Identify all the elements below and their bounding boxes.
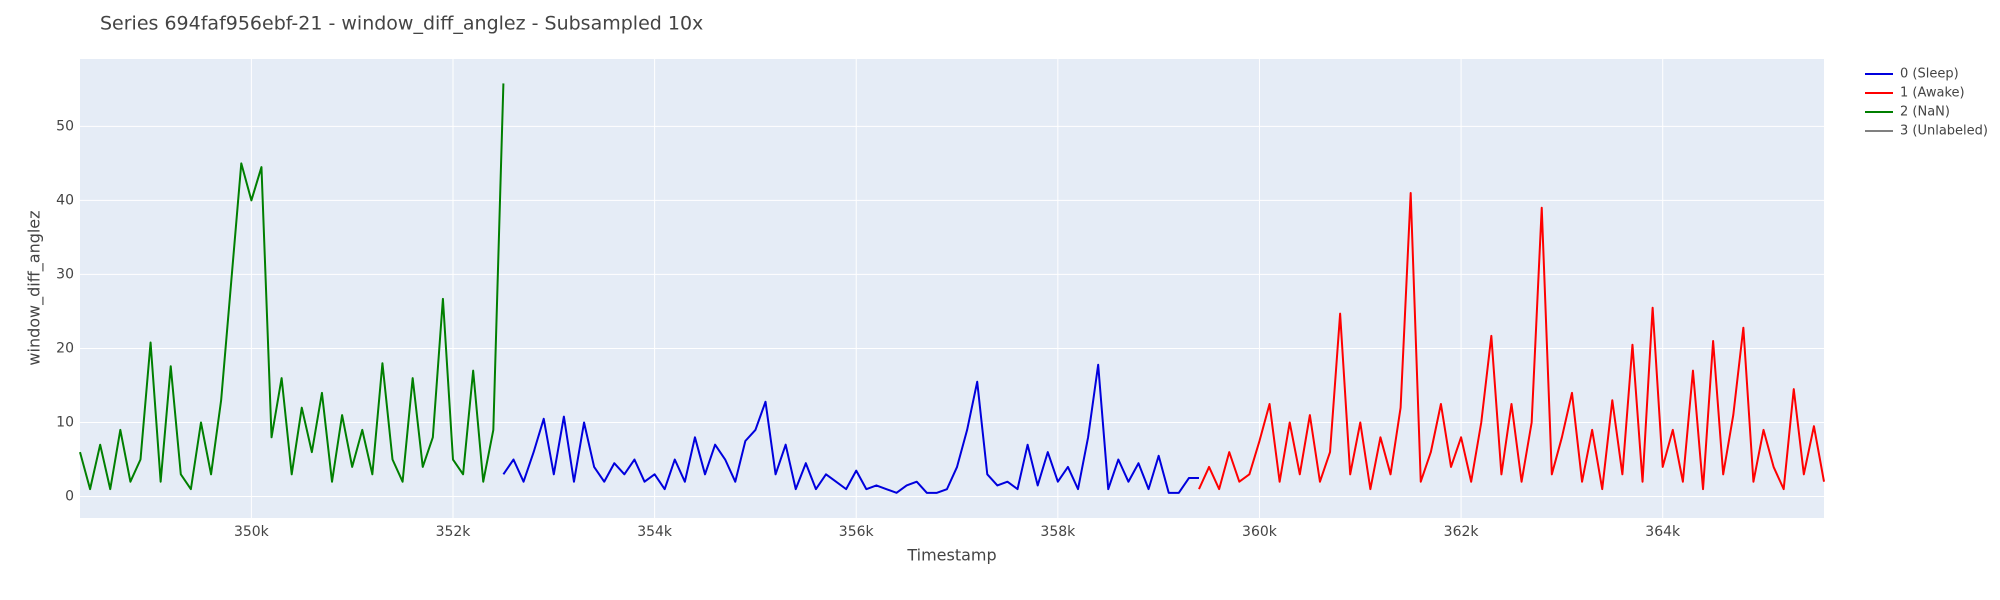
y-tick-label: 50	[56, 118, 74, 134]
y-axis-title: window_diff_anglez	[25, 210, 45, 365]
y-tick-label: 40	[56, 192, 74, 208]
x-tick-label: 350k	[234, 524, 270, 540]
legend-label[interactable]: 1 (Awake)	[1900, 86, 1965, 101]
series-line	[79, 83, 505, 491]
plot-area	[80, 59, 1824, 518]
y-tick-label: 20	[56, 340, 74, 356]
x-tick-label: 360k	[1242, 524, 1278, 540]
x-tick-label: 362k	[1444, 524, 1480, 540]
legend-label[interactable]: 0 (Sleep)	[1900, 67, 1959, 82]
x-tick-label: 354k	[637, 524, 673, 540]
series-line	[502, 363, 1199, 494]
x-tick-label: 352k	[436, 524, 472, 540]
chart-title: Series 694faf956ebf-21 - window_diff_ang…	[100, 13, 703, 35]
y-tick-label: 30	[56, 266, 74, 282]
x-axis-title: Timestamp	[906, 546, 996, 565]
x-tick-label: 364k	[1645, 524, 1681, 540]
legend-label[interactable]: 3 (Unlabeled)	[1900, 124, 1988, 139]
x-tick-label: 356k	[839, 524, 875, 540]
y-tick-label: 0	[65, 489, 74, 505]
x-tick-label: 358k	[1040, 524, 1076, 540]
series-line	[1198, 192, 1825, 491]
y-tick-label: 10	[56, 414, 74, 430]
legend-label[interactable]: 2 (NaN)	[1900, 105, 1950, 120]
